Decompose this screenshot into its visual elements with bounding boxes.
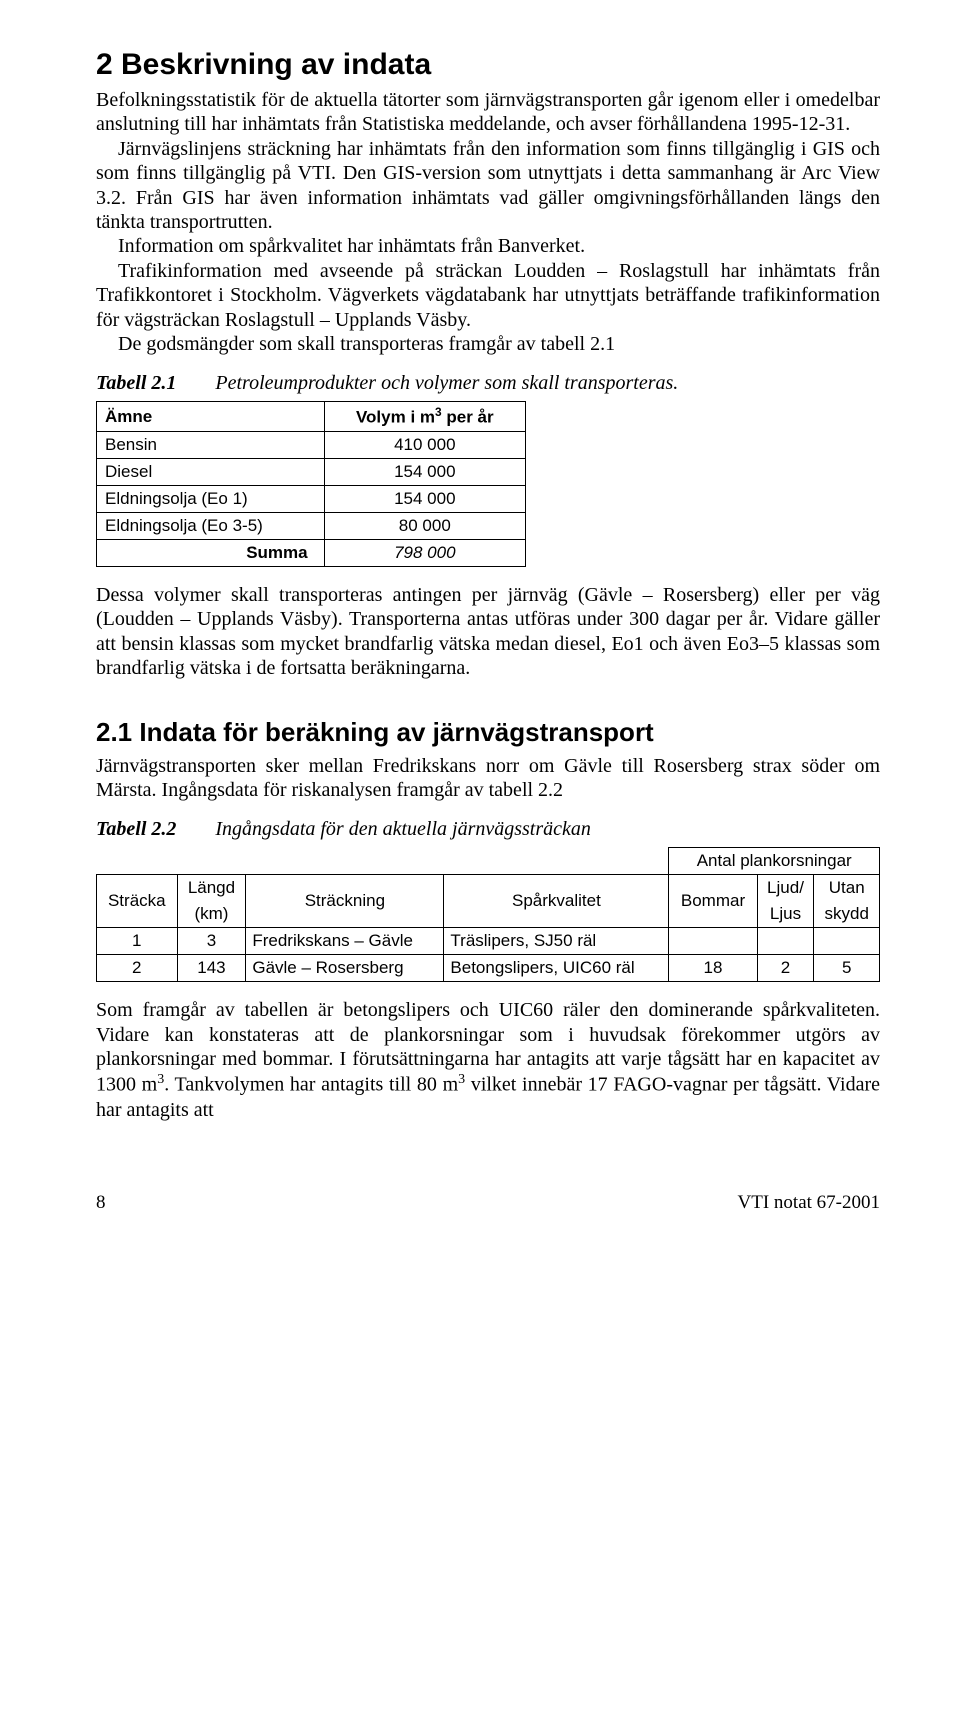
cell-str: Gävle – Rosersberg [246, 955, 444, 982]
col-langd-a: Längd [177, 875, 246, 902]
section-2-p1: Befolkningsstatistik för de aktuella tät… [96, 88, 880, 137]
cell-vol: 410 000 [324, 431, 525, 458]
after-t2-p1: Som framgår av tabellen är betongslipers… [96, 998, 880, 1122]
cell-name: Bensin [97, 431, 325, 458]
cell-n: 2 [97, 955, 178, 982]
page-number: 8 [96, 1192, 106, 1214]
col2-text-b: per år [442, 408, 494, 427]
section-2-p3: Information om spårkvalitet har inhämtat… [96, 234, 880, 258]
cell-sum-value: 798 000 [324, 539, 525, 566]
col-strackning: Sträckning [246, 875, 444, 928]
after-t2-p1b: . Tankvolymen har antagits till 80 m [164, 1074, 458, 1096]
table-row: Ämne Volym i m3 per år [97, 402, 526, 432]
after-t1-p1: Dessa volymer skall transporteras anting… [96, 583, 880, 681]
table-2-1: Ämne Volym i m3 per år Bensin 410 000 Di… [96, 401, 526, 567]
cell-sum-label: Summa [97, 539, 325, 566]
table-row: 2 143 Gävle – Rosersberg Betongslipers, … [97, 955, 880, 982]
table-2-1-caption-title: Petroleumprodukter och volymer som skall… [215, 372, 678, 394]
col-utan-b: skydd [814, 901, 880, 928]
table-2-2: Antal plankorsningar Sträcka Längd Sträc… [96, 847, 880, 982]
table-row: Eldningsolja (Eo 1) 154 000 [97, 485, 526, 512]
section-2-p2: Järnvägslinjens sträckning har inhämtats… [96, 137, 880, 235]
col-ljud-b: Ljus [757, 901, 814, 928]
cell-bommar [669, 928, 757, 955]
col-ljud-a: Ljud/ [757, 875, 814, 902]
table-row: Sträcka Längd Sträckning Spårkvalitet Bo… [97, 875, 880, 902]
cell-spark: Betongslipers, UIC60 räl [444, 955, 669, 982]
cell-name: Eldningsolja (Eo 3-5) [97, 512, 325, 539]
cell-ljud [757, 928, 814, 955]
page: 2 Beskrivning av indata Befolkningsstati… [0, 0, 960, 1254]
cell-n: 1 [97, 928, 178, 955]
cell-len: 3 [177, 928, 246, 955]
cell-spark: Träslipers, SJ50 räl [444, 928, 669, 955]
cell-utan [814, 928, 880, 955]
table-2-1-caption-label: Tabell 2.1 [96, 372, 176, 394]
col-sparkvalitet: Spårkvalitet [444, 875, 669, 928]
table-2-2-caption: Tabell 2.2 Ingångsdata för den aktuella … [96, 818, 880, 841]
cell-bommar: 18 [669, 955, 757, 982]
section-2-1-heading: 2.1 Indata för beräkning av järnvägstran… [96, 717, 880, 748]
table-2-2-caption-label: Tabell 2.2 [96, 818, 176, 840]
table-row: Diesel 154 000 [97, 458, 526, 485]
col-utan-a: Utan [814, 875, 880, 902]
section-2-p4: Trafikinformation med avseende på sträck… [96, 259, 880, 332]
table-row: Summa 798 000 [97, 539, 526, 566]
cell-vol: 80 000 [324, 512, 525, 539]
cell-name: Eldningsolja (Eo 1) [97, 485, 325, 512]
cell-len: 143 [177, 955, 246, 982]
table-row: Bensin 410 000 [97, 431, 526, 458]
cell-vol: 154 000 [324, 458, 525, 485]
col-stracka: Sträcka [97, 875, 178, 928]
section-2-p5: De godsmängder som skall transporteras f… [96, 332, 880, 356]
table-row: 1 3 Fredrikskans – Gävle Träslipers, SJ5… [97, 928, 880, 955]
col2-sup: 3 [435, 405, 442, 419]
table-2-1-col-volym: Volym i m3 per år [324, 402, 525, 432]
table-row: Antal plankorsningar [97, 848, 880, 875]
table-2-1-col-amne: Ämne [97, 402, 325, 432]
col-langd-b: (km) [177, 901, 246, 928]
section-2-1-p1: Järnvägstransporten sker mellan Fredriks… [96, 754, 880, 803]
section-2-heading: 2 Beskrivning av indata [96, 48, 880, 82]
cell-ljud: 2 [757, 955, 814, 982]
cell-name: Diesel [97, 458, 325, 485]
cell-vol: 154 000 [324, 485, 525, 512]
table-2-1-caption: Tabell 2.1 Petroleumprodukter och volyme… [96, 372, 880, 395]
table-2-2-caption-title: Ingångsdata för den aktuella järnvägsstr… [215, 818, 591, 840]
doc-id: VTI notat 67-2001 [738, 1192, 880, 1214]
page-footer: 8 VTI notat 67-2001 [96, 1192, 880, 1214]
cell-utan: 5 [814, 955, 880, 982]
col-bommar: Bommar [669, 875, 757, 928]
table-row: Eldningsolja (Eo 3-5) 80 000 [97, 512, 526, 539]
cell-str: Fredrikskans – Gävle [246, 928, 444, 955]
table-2-2-group-header: Antal plankorsningar [669, 848, 880, 875]
col2-text-a: Volym i m [356, 408, 435, 427]
